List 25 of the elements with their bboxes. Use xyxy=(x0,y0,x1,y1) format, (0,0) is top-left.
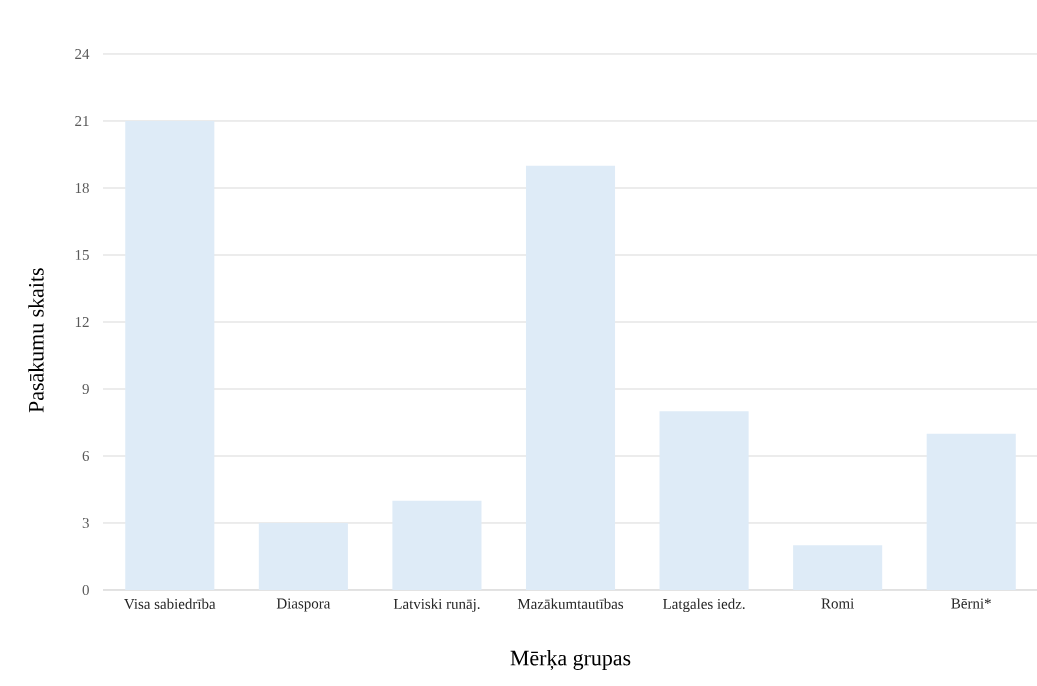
x-tick-label: Latgales iedz. xyxy=(663,598,745,613)
x-axis-title: Mērķa grupas xyxy=(510,650,631,670)
y-tick-label: 3 xyxy=(82,517,89,528)
y-tick-label: 0 xyxy=(82,584,89,596)
bar xyxy=(258,522,348,590)
x-tick-label: Latviski runāj. xyxy=(393,598,480,613)
y-tick-label: 21 xyxy=(75,116,89,126)
y-tick-label: 24 xyxy=(75,49,90,59)
x-tick-label: Visa sabiedrība xyxy=(124,598,216,610)
x-tick-label: Bērni* xyxy=(951,598,991,609)
bar xyxy=(392,500,482,590)
y-tick-label: 9 xyxy=(82,383,89,394)
y-axis-title: Pasākumu skaits xyxy=(28,268,44,413)
x-tick-label: Romi xyxy=(821,598,854,609)
y-tick-label: 15 xyxy=(75,249,89,260)
bar xyxy=(926,433,1016,590)
x-tick-label: Mazākumtautības xyxy=(517,598,624,610)
y-tick-label: 18 xyxy=(75,182,89,194)
bar xyxy=(793,545,883,590)
bar xyxy=(525,165,616,590)
y-tick-label: 6 xyxy=(82,450,90,461)
x-tick-label: Diaspora xyxy=(276,598,331,612)
y-tick-label: 12 xyxy=(75,317,89,327)
bar xyxy=(659,411,749,590)
bar xyxy=(125,120,215,590)
